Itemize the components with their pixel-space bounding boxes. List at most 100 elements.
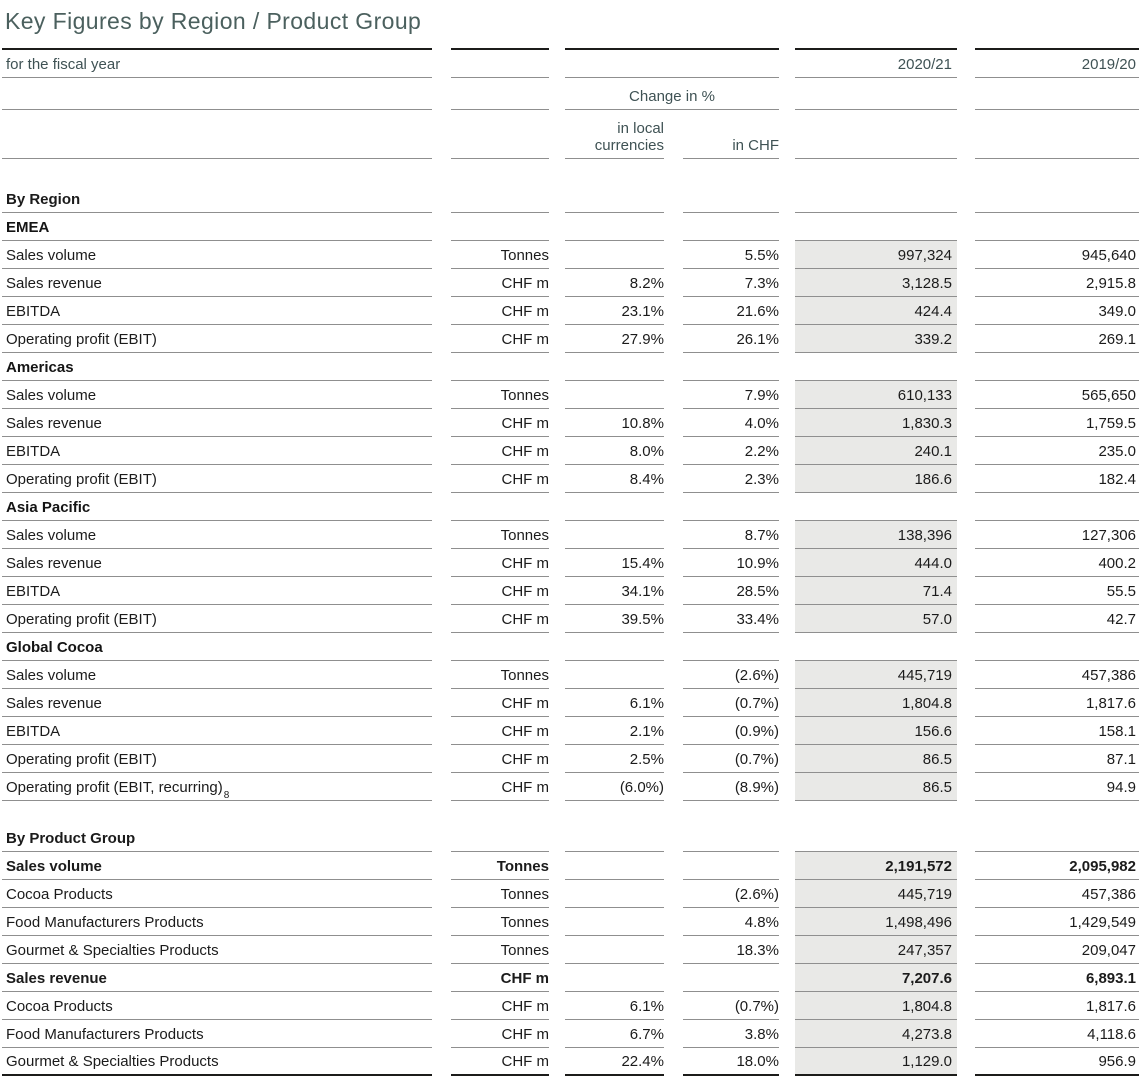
row-label-cell: EBITDA [2,437,432,465]
change-local-cell-text: 2.1% [629,722,664,740]
row-label-cell: Sales revenue [2,964,432,992]
change-chf-cell-text: 7.3% [744,274,779,292]
value-current-cell: 247,357 [795,936,957,964]
table-row: EBITDA CHF m 23.1% 21.6% 424.4 349.0 [2,297,1139,325]
unit-cell-text: CHF m [501,1025,550,1043]
value-current-cell: 1,830.3 [795,409,957,437]
unit-cell-text: CHF m [501,554,550,572]
change-chf-cell: 10.9% [683,549,779,577]
unit-cell-text: CHF m [501,1052,550,1070]
header-change-group-cell: Change in % [565,78,779,110]
change-chf-cell-text: 7.9% [744,386,779,404]
row-label-cell: Sales revenue [2,549,432,577]
unit-cell: Tonnes [451,852,549,880]
value-prior-cell-text: 55.5 [1106,582,1136,600]
row-label-cell-text: Sales volume [6,857,102,875]
change-chf-cell [683,185,779,213]
change-local-cell [565,936,664,964]
value-current-cell: 138,396 [795,521,957,549]
value-current-cell-text: 7,207.6 [901,969,952,987]
sub-chf-label: in CHF [732,136,779,154]
value-current-cell-text: 2,191,572 [885,857,952,875]
row-label-cell-text: Cocoa Products [6,997,113,1015]
unit-cell [451,633,549,661]
value-current-cell-text: 86.5 [922,750,952,768]
row-label-cell: Sales volume [2,241,432,269]
change-chf-cell: 7.3% [683,269,779,297]
row-label-cell: Gourmet & Specialties Products [2,1048,432,1076]
value-prior-cell-text: 4,118.6 [1087,1025,1136,1043]
value-prior-cell [975,493,1139,521]
change-chf-cell-text: (0.7%) [734,694,779,712]
change-chf-cell: 2.3% [683,465,779,493]
unit-cell: CHF m [451,1048,549,1076]
value-prior-cell: 209,047 [975,936,1139,964]
table-header-row-years: for the fiscal year 2020/21 2019/20 [2,48,1139,78]
value-current-cell [795,213,957,241]
value-prior-cell: 2,095,982 [975,852,1139,880]
unit-cell: CHF m [451,437,549,465]
change-local-cell [565,381,664,409]
row-label-cell: EMEA [2,213,432,241]
header-spacer [2,159,1139,185]
change-chf-cell [683,824,779,852]
change-chf-cell: 28.5% [683,577,779,605]
change-chf-cell: (0.7%) [683,992,779,1020]
row-label-cell: Sales volume [2,521,432,549]
value-current-cell-text: 445,719 [897,666,952,684]
value-current-cell [795,353,957,381]
unit-cell: CHF m [451,773,549,801]
change-local-cell: 2.5% [565,745,664,773]
change-chf-cell-text: 8.7% [744,526,779,544]
change-group-label: Change in % [629,87,715,105]
table-row: Food Manufacturers Products Tonnes 4.8% 1,4… [2,908,1139,936]
change-chf-cell-text: 28.5% [736,582,779,600]
value-current-cell-text: 86.5 [922,778,952,796]
row-label-cell: By Region [2,185,432,213]
change-local-cell [565,353,664,381]
change-chf-cell: 4.0% [683,409,779,437]
unit-cell: Tonnes [451,880,549,908]
unit-cell: CHF m [451,992,549,1020]
header-empty-cell [2,78,432,110]
change-local-cell-text: 23.1% [621,302,664,320]
unit-cell: Tonnes [451,661,549,689]
change-chf-cell-text: (0.9%) [734,722,779,740]
value-current-cell: 86.5 [795,773,957,801]
change-local-cell-text: 27.9% [621,330,664,348]
table-row: Sales volume Tonnes 2,191,572 2,095,982 [2,852,1139,880]
row-label-cell-text: Gourmet & Specialties Products [6,1052,219,1070]
change-chf-cell-text: 10.9% [736,554,779,572]
value-prior-cell-text: 94.9 [1106,778,1136,796]
group-header-row: Global Cocoa [2,633,1139,661]
value-prior-cell-text: 209,047 [1081,941,1136,959]
value-current-cell-text: 138,396 [897,526,952,544]
value-prior-cell: 565,650 [975,381,1139,409]
key-figures-table: for the fiscal year 2020/21 2019/20 Chan… [2,48,1139,1076]
change-local-cell [565,633,664,661]
row-label-cell: Food Manufacturers Products [2,1020,432,1048]
change-local-cell-text: (6.0%) [619,778,664,796]
value-current-cell: 71.4 [795,577,957,605]
unit-cell-text: Tonnes [500,246,549,264]
row-label-cell-text: Cocoa Products [6,885,113,903]
header-unit-cell [451,48,549,78]
value-prior-cell-text: 1,429,549 [1069,913,1136,931]
value-current-cell: 86.5 [795,745,957,773]
change-chf-cell: 26.1% [683,325,779,353]
change-local-cell-text: 8.4% [629,470,664,488]
value-prior-cell-text: 400.2 [1098,554,1136,572]
fiscal-year-label: for the fiscal year [6,55,121,73]
change-chf-cell-text: 2.3% [744,470,779,488]
value-prior-cell: 158.1 [975,717,1139,745]
row-label-cell: Sales volume [2,852,432,880]
header-year-current-cell: 2020/21 [795,48,957,78]
value-prior-cell: 956.9 [975,1048,1139,1076]
change-local-cell: 6.7% [565,1020,664,1048]
value-prior-cell: 182.4 [975,465,1139,493]
unit-cell: Tonnes [451,241,549,269]
table-row: Sales volume Tonnes (2.6%) 445,719 457,386 [2,661,1139,689]
value-prior-cell: 269.1 [975,325,1139,353]
value-current-cell: 1,804.8 [795,689,957,717]
change-local-cell: 8.4% [565,465,664,493]
